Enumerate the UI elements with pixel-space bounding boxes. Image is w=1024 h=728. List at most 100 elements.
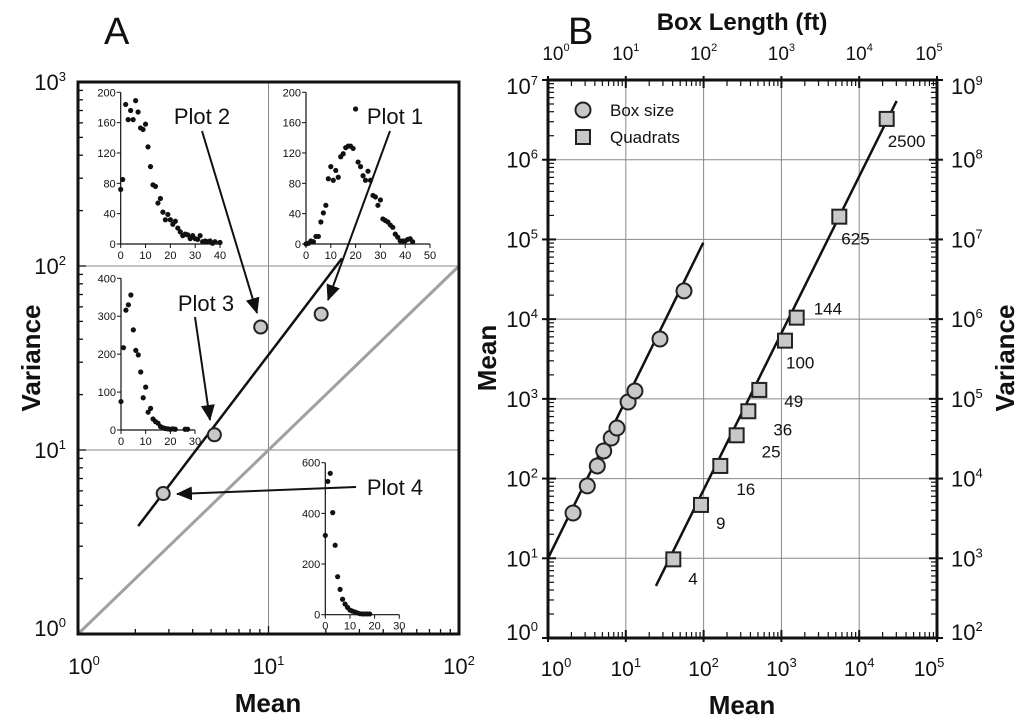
right-axis-tick-label: 102 bbox=[951, 619, 983, 645]
legend-label: Quadrats bbox=[610, 128, 680, 147]
inset-data-point bbox=[212, 239, 218, 245]
inset-data-point bbox=[120, 345, 127, 351]
top-axis-tick-label: 102 bbox=[690, 42, 717, 65]
inset-data-point bbox=[172, 426, 178, 432]
inset-data-point bbox=[375, 202, 381, 208]
plot-3-label: Plot 3 bbox=[178, 291, 234, 316]
inset-data-point bbox=[162, 217, 168, 223]
box-size-point bbox=[588, 457, 606, 475]
inset-data-point bbox=[123, 101, 129, 108]
inset-data-point bbox=[350, 145, 356, 152]
inset-x-tick-label: 10 bbox=[139, 250, 151, 262]
top-axis-tick-label: 101 bbox=[612, 42, 639, 65]
box-size-point bbox=[626, 382, 644, 400]
quadrats-point bbox=[788, 309, 805, 326]
inset-data-point bbox=[128, 292, 134, 298]
inset-data-point bbox=[160, 209, 166, 215]
top-axis-tick-label: 100 bbox=[542, 42, 569, 65]
right-axis-tick-label: 104 bbox=[951, 466, 983, 492]
inset-y-tick-label: 300 bbox=[98, 311, 116, 323]
inset-y-tick-label: 80 bbox=[289, 178, 301, 190]
panel-b-x-axis-label: Mean bbox=[709, 690, 775, 720]
inset-data-point bbox=[197, 233, 203, 239]
inset-x-tick-label: 30 bbox=[189, 250, 201, 262]
inset-x-tick-label: 10 bbox=[325, 250, 337, 262]
inset-data-point bbox=[339, 596, 346, 602]
inset-data-point bbox=[130, 117, 136, 123]
y-tick-label: 106 bbox=[506, 147, 538, 173]
inset-x-tick-label: 10 bbox=[344, 621, 356, 633]
quadrats-point-label: 36 bbox=[773, 420, 792, 439]
inset-y-tick-label: 0 bbox=[110, 425, 116, 437]
quadrats-point bbox=[776, 332, 793, 349]
inset-x-tick-label: 20 bbox=[164, 436, 176, 448]
right-axis-tick-label: 103 bbox=[951, 545, 983, 571]
panel-a-y-axis-label: Variance bbox=[16, 305, 46, 412]
data-point-plot-3 bbox=[206, 427, 222, 443]
inset-x-tick-label: 40 bbox=[214, 250, 226, 262]
y-tick-label: 105 bbox=[506, 226, 538, 252]
inset-data-point bbox=[330, 177, 336, 183]
quadrats-point bbox=[740, 403, 757, 420]
inset-data-point bbox=[335, 574, 341, 580]
y-tick-label: 100 bbox=[506, 619, 538, 645]
top-axis-tick-label: 105 bbox=[915, 42, 942, 65]
panel-b-y-axis-label-left: Mean bbox=[472, 325, 502, 391]
quadrats-point-label: 16 bbox=[736, 480, 755, 499]
right-axis-tick-label: 108 bbox=[951, 147, 983, 173]
inset-data-point bbox=[322, 532, 328, 539]
inset-y-tick-label: 0 bbox=[314, 610, 320, 622]
inset-data-point bbox=[195, 236, 201, 243]
y-tick-label: 107 bbox=[506, 73, 538, 99]
plot-frame bbox=[546, 78, 939, 640]
box-size-point bbox=[608, 419, 626, 437]
y-tick-label: 103 bbox=[506, 386, 538, 412]
inset-data-point bbox=[332, 542, 338, 548]
quadrats-point bbox=[728, 427, 745, 444]
inset-data-point bbox=[140, 126, 146, 133]
panel-a-x-axis-label: Mean bbox=[235, 688, 301, 718]
plot-3-arrow bbox=[194, 316, 215, 421]
inset-data-point bbox=[185, 426, 191, 432]
inset-data-point bbox=[310, 239, 317, 245]
y-tick-label: 101 bbox=[506, 545, 538, 571]
panel-b-label: B bbox=[568, 11, 593, 53]
inset-data-point bbox=[157, 195, 164, 202]
box-size-point bbox=[651, 330, 669, 348]
top-axis-tick-label: 103 bbox=[768, 42, 795, 65]
y-tick-label: 103 bbox=[34, 69, 66, 95]
data-point-plot-1 bbox=[313, 306, 329, 322]
inset-data-point bbox=[328, 164, 334, 170]
plot-2-label: Plot 2 bbox=[174, 104, 230, 129]
inset-data-point bbox=[330, 510, 336, 516]
legend-square-icon bbox=[575, 129, 591, 145]
inset-y-tick-label: 400 bbox=[98, 273, 116, 285]
inset-x-tick-label: 0 bbox=[322, 621, 328, 633]
right-axis-tick-label: 107 bbox=[951, 226, 983, 252]
inset-x-tick-label: 0 bbox=[118, 250, 124, 262]
inset-data-point bbox=[125, 117, 131, 123]
legend-label: Box size bbox=[610, 101, 674, 120]
x-tick-label: 104 bbox=[844, 655, 875, 681]
x-tick-label: 103 bbox=[766, 655, 797, 681]
inset-x-tick-label: 50 bbox=[424, 250, 436, 262]
inset-y-tick-label: 0 bbox=[110, 239, 116, 251]
plot-1-arrow bbox=[326, 130, 391, 301]
inset-data-point bbox=[130, 327, 136, 333]
inset-data-point bbox=[335, 174, 341, 180]
plot-4-arrow bbox=[176, 486, 357, 501]
inset-y-tick-label: 100 bbox=[98, 387, 116, 399]
x-tick-label: 101 bbox=[611, 655, 642, 681]
inset-y-tick-label: 160 bbox=[97, 118, 115, 130]
quadrats-point bbox=[831, 208, 848, 225]
inset-data-point bbox=[145, 144, 151, 150]
inset-data-point bbox=[155, 200, 161, 206]
inset-data-point bbox=[372, 194, 379, 200]
inset-data-point bbox=[177, 229, 183, 235]
inset-data-point bbox=[362, 177, 369, 183]
inset-data-point bbox=[340, 151, 346, 157]
inset-y-tick-label: 120 bbox=[283, 148, 301, 160]
inset-data-point bbox=[143, 384, 149, 390]
inset-data-point bbox=[120, 176, 126, 183]
